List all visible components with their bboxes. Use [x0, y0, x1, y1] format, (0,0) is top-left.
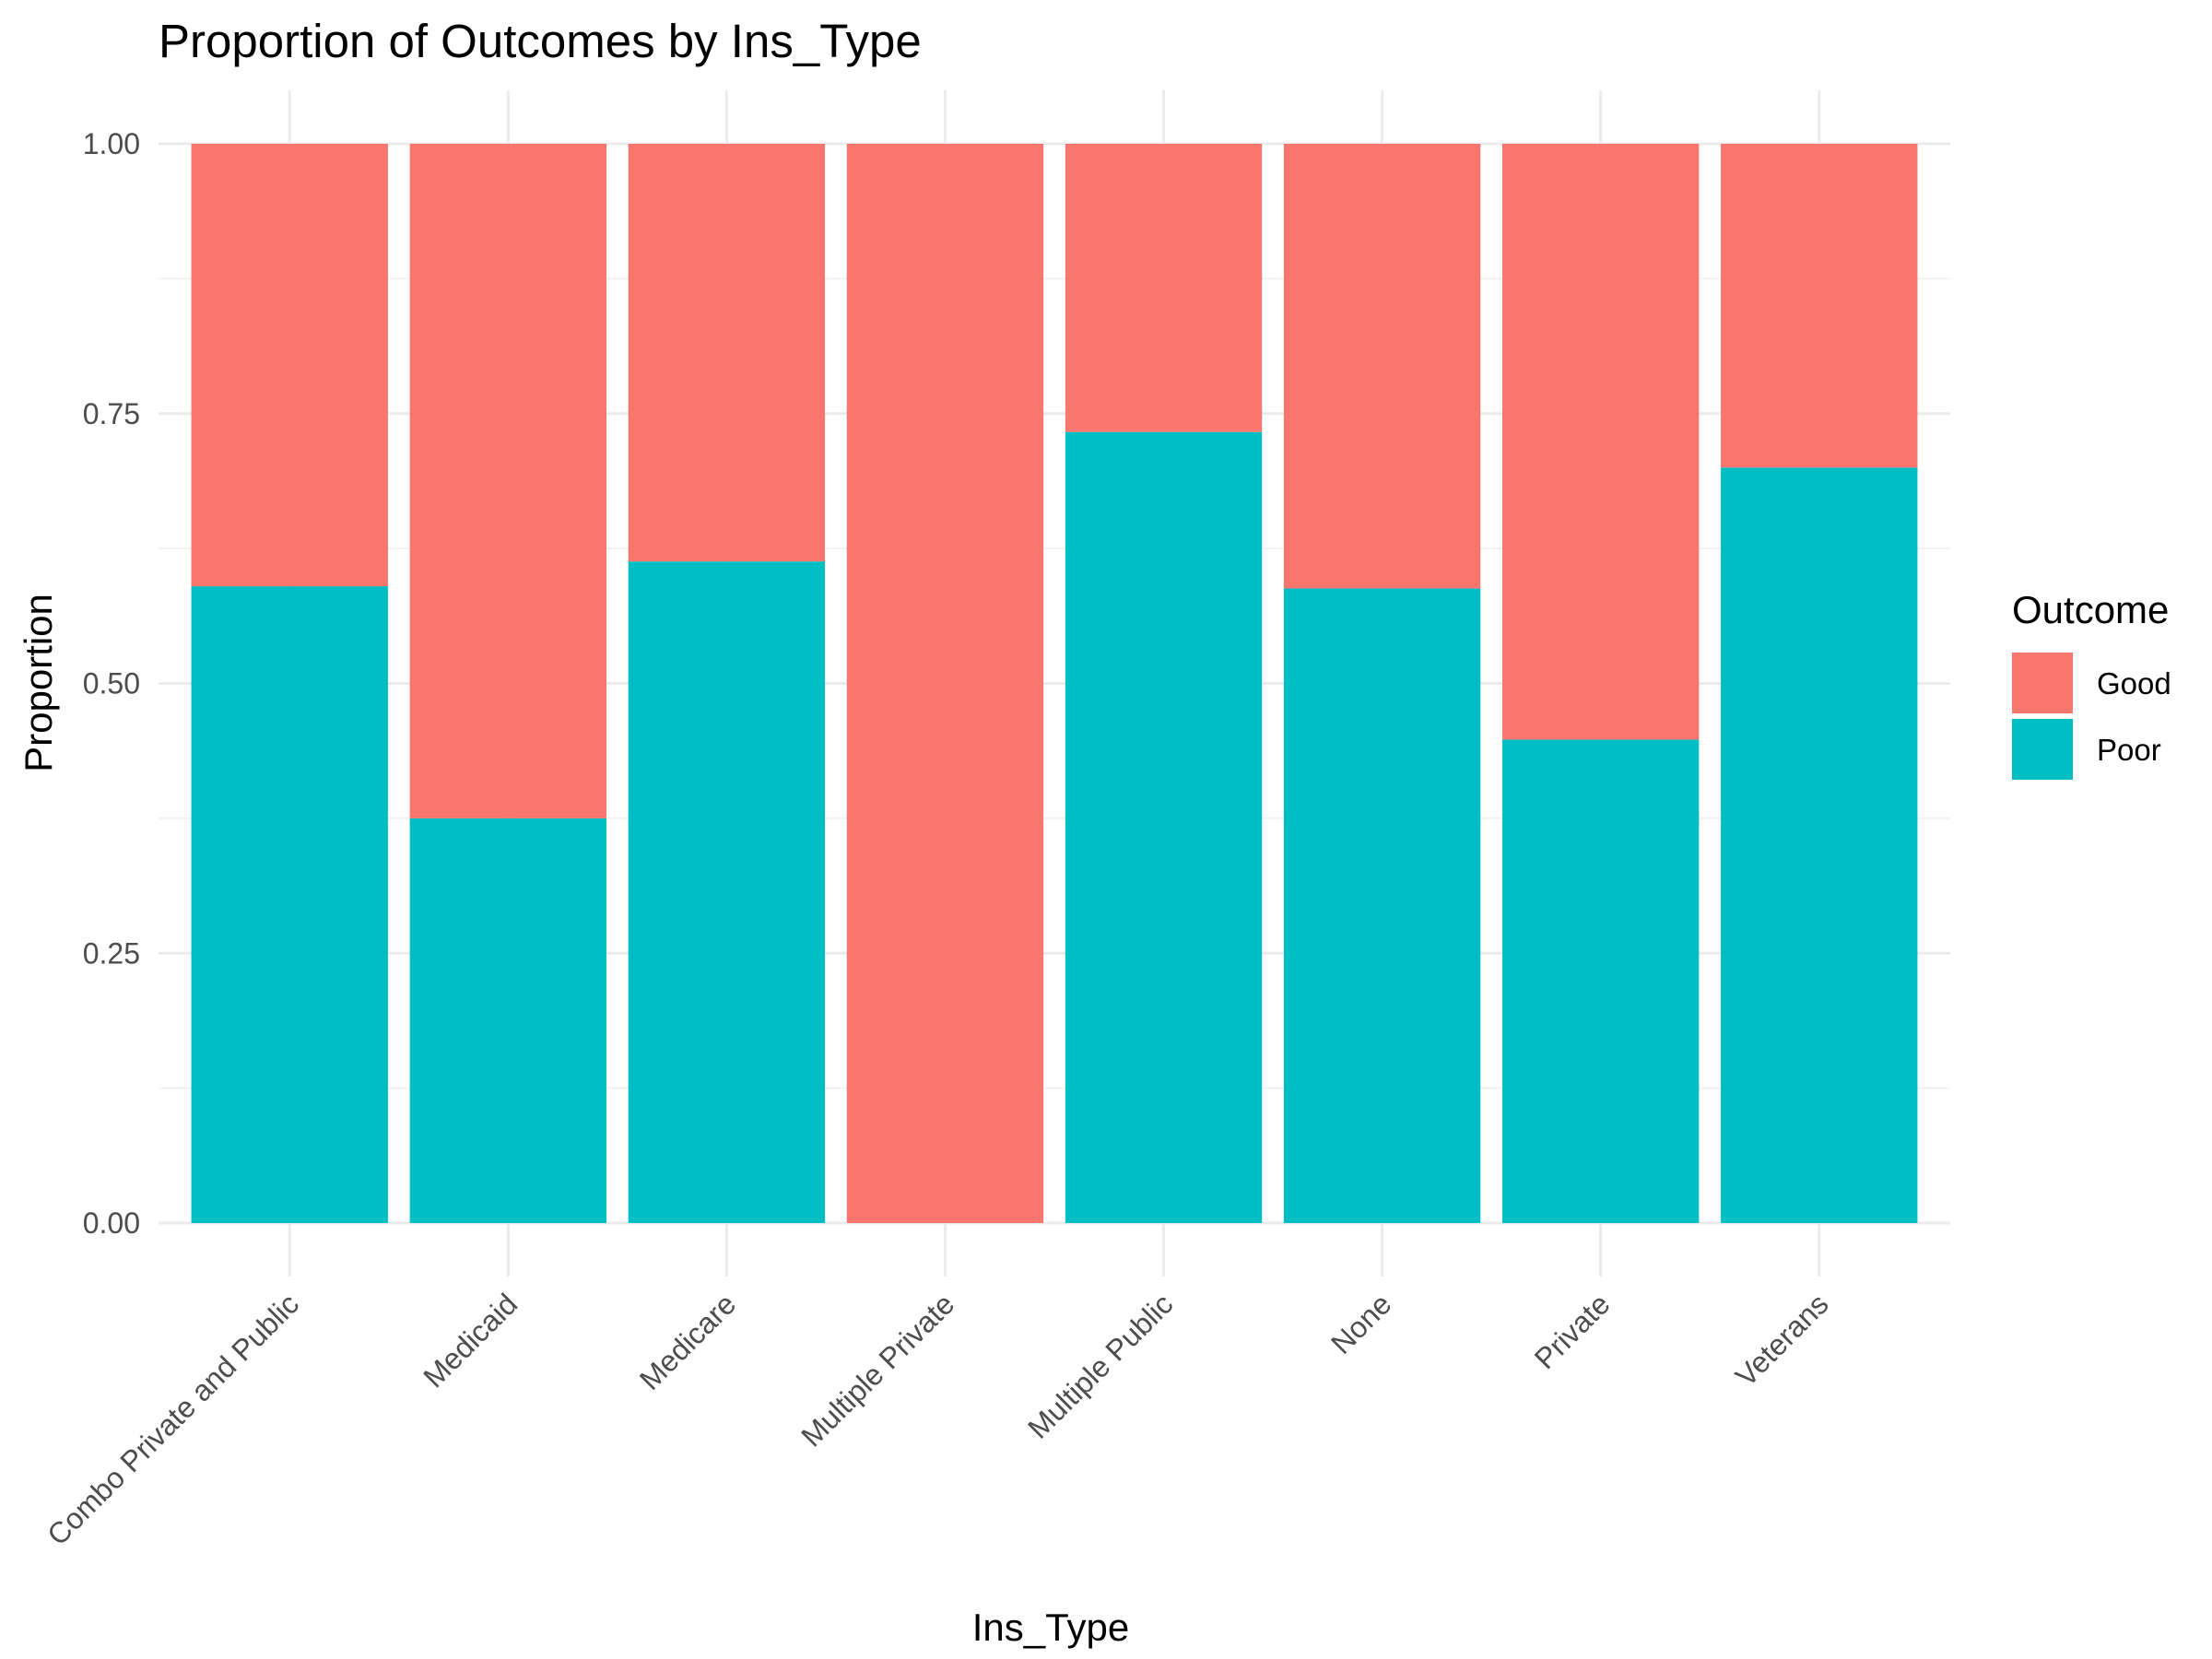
x-tick-label: None: [1324, 1287, 1398, 1360]
x-tick-label: Medicare: [633, 1287, 743, 1396]
bar-segment-good: [846, 144, 1044, 1223]
bar-segment-good: [1721, 144, 1918, 468]
x-tick-label: Veterans: [1729, 1287, 1835, 1393]
bars: [191, 144, 1918, 1224]
bar-segment-poor: [1502, 739, 1700, 1223]
legend-items: Good Poor: [2012, 653, 2171, 780]
bar-segment-poor: [1721, 467, 1918, 1223]
bar-segment-good: [1065, 144, 1263, 432]
legend-label-good: Good: [2097, 666, 2171, 700]
bar-segment-poor: [409, 818, 606, 1223]
x-axis-ticks: Combo Private and Public Medicaid Medicare…: [41, 1287, 1835, 1551]
bar-segment-good: [1283, 144, 1481, 589]
y-tick-label: 1.00: [83, 127, 140, 160]
bar-segment-good: [1502, 144, 1700, 740]
bar-segment-poor: [628, 561, 826, 1223]
legend-key-good: [2012, 653, 2073, 713]
x-tick-label: Combo Private and Public: [41, 1287, 305, 1551]
x-axis-title: Ins_Type: [972, 1606, 1129, 1649]
bar-segment-good: [628, 144, 826, 562]
y-tick-label: 0.75: [83, 397, 140, 430]
legend-key-poor: [2012, 719, 2073, 780]
y-tick-label: 0.00: [83, 1206, 140, 1240]
y-tick-label: 0.25: [83, 936, 140, 970]
bar-segment-good: [191, 144, 388, 587]
legend-title: Outcome: [2012, 588, 2169, 631]
x-tick-label: Medicaid: [417, 1287, 524, 1394]
x-tick-label: Multiple Private: [794, 1287, 960, 1453]
y-axis-ticks: 0.00 0.25 0.50 0.75 1.00: [83, 127, 140, 1240]
y-tick-label: 0.50: [83, 667, 140, 700]
legend: Outcome Good Poor: [2012, 588, 2171, 780]
y-axis-title: Proportion: [17, 594, 60, 772]
chart-title: Proportion of Outcomes by Ins_Type: [159, 15, 922, 67]
bar-segment-good: [409, 144, 606, 818]
x-tick-label: Multiple Public: [1021, 1287, 1179, 1444]
legend-label-poor: Poor: [2097, 733, 2161, 767]
bar-segment-poor: [1283, 588, 1481, 1223]
bar-segment-poor: [1065, 431, 1263, 1224]
bar-segment-poor: [191, 586, 388, 1223]
x-tick-label: Private: [1528, 1287, 1617, 1375]
